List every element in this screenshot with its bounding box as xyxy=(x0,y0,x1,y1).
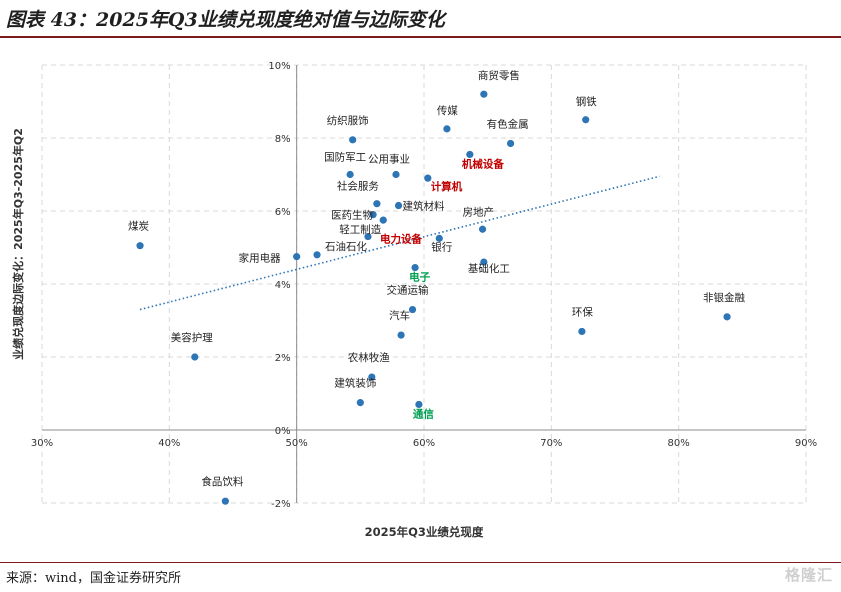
x-tick-label: 50% xyxy=(286,438,308,449)
data-point xyxy=(582,116,590,124)
y-axis-label: 业绩兑现度边际变化：2025年Q3-2025年Q2 xyxy=(11,128,25,360)
watermark: 格隆汇 xyxy=(784,566,833,584)
data-point xyxy=(349,136,357,144)
point-label: 食品饮料 xyxy=(201,475,243,488)
point-label: 建筑材料 xyxy=(403,200,445,213)
data-point xyxy=(411,263,419,272)
point-label: 钢铁 xyxy=(576,95,597,108)
data-point xyxy=(480,258,488,266)
data-point xyxy=(346,170,354,179)
point-label: 房地产 xyxy=(463,205,495,218)
point-label: 传媒 xyxy=(437,104,458,117)
point-label: 国防军工 xyxy=(324,151,366,164)
x-axis-label: 2025年Q3业绩兑现度 xyxy=(365,525,484,539)
title-divider xyxy=(0,36,841,38)
point-label: 电力设备 xyxy=(380,233,422,246)
y-tick-label: 10% xyxy=(268,61,290,72)
x-tick-label: 70% xyxy=(540,438,562,449)
point-label: 计算机 xyxy=(431,180,463,193)
data-point xyxy=(578,327,586,336)
point-label: 农林牧渔 xyxy=(348,351,390,364)
data-point xyxy=(369,211,377,219)
data-point xyxy=(466,150,474,159)
point-label: 家用电器 xyxy=(239,252,281,265)
title-bar: 图表 43：2025年Q3业绩兑现度绝对值与边际变化 xyxy=(0,0,841,36)
y-tick-label: 0% xyxy=(275,426,291,437)
point-label: 轻工制造 xyxy=(339,223,381,236)
data-point xyxy=(356,399,364,407)
point-label: 环保 xyxy=(572,305,593,318)
data-point xyxy=(480,90,488,98)
chart-title: 图表 43：2025年Q3业绩兑现度绝对值与边际变化 xyxy=(6,9,445,31)
data-points xyxy=(136,90,731,505)
axes: 30% 40% 50% 60% 70% 80% 90% -2% 0% 2% 4% 6% 8% 10% xyxy=(31,61,817,510)
data-point xyxy=(424,174,432,182)
point-label: 商贸零售 xyxy=(478,69,520,82)
data-point xyxy=(392,170,400,179)
point-label: 汽车 xyxy=(389,309,410,322)
point-label: 机械设备 xyxy=(462,157,504,170)
scatter-chart: 30% 40% 50% 60% 70% 80% 90% -2% 0% 2% 4% 6% 8% 10% 商贸… xyxy=(11,61,817,539)
point-label: 银行 xyxy=(431,240,452,253)
point-label: 非银金融 xyxy=(703,291,745,304)
data-point xyxy=(435,234,443,242)
data-point xyxy=(221,497,229,505)
data-point xyxy=(415,400,423,409)
data-point xyxy=(373,200,381,208)
data-point xyxy=(364,232,372,241)
data-point xyxy=(397,331,405,339)
data-point xyxy=(136,242,144,250)
point-label: 通信 xyxy=(413,407,434,420)
point-label: 电子 xyxy=(409,271,430,284)
data-point xyxy=(368,373,376,381)
y-tick-label: 4% xyxy=(275,280,291,291)
y-tick-label: 6% xyxy=(275,207,291,218)
point-label: 有色金属 xyxy=(487,117,529,130)
point-label: 石油石化 xyxy=(325,240,367,253)
x-tick-label: 60% xyxy=(413,438,435,449)
point-label: 社会服务 xyxy=(337,180,379,193)
point-label: 建筑装饰 xyxy=(334,377,376,390)
y-tick-label: -2% xyxy=(271,499,290,510)
data-point xyxy=(313,251,321,259)
data-point xyxy=(408,305,417,314)
point-label: 煤炭 xyxy=(128,220,149,233)
x-tick-label: 80% xyxy=(668,438,690,449)
data-point xyxy=(191,353,199,361)
y-tick-label: 2% xyxy=(275,353,291,364)
data-point xyxy=(293,253,301,261)
trendline xyxy=(139,175,660,311)
data-point xyxy=(394,201,403,210)
source-note: 来源：wind，国金证券研究所 xyxy=(6,571,181,586)
data-point xyxy=(478,225,487,233)
point-label: 公用事业 xyxy=(368,153,410,166)
footer-divider xyxy=(0,562,841,563)
point-label: 基础化工 xyxy=(468,262,510,275)
trend-line xyxy=(139,175,660,311)
point-label: 纺织服饰 xyxy=(327,114,369,127)
x-tick-label: 40% xyxy=(158,438,180,449)
data-point xyxy=(723,313,731,321)
point-label: 交通运输 xyxy=(387,284,429,297)
x-tick-label: 30% xyxy=(31,438,53,449)
data-point xyxy=(506,139,515,148)
point-label: 医药生物 xyxy=(331,209,373,222)
x-tick-label: 90% xyxy=(795,438,817,449)
y-tick-label: 8% xyxy=(275,134,291,145)
point-label: 美容护理 xyxy=(171,331,213,344)
data-point xyxy=(443,125,451,133)
data-point xyxy=(379,216,387,224)
